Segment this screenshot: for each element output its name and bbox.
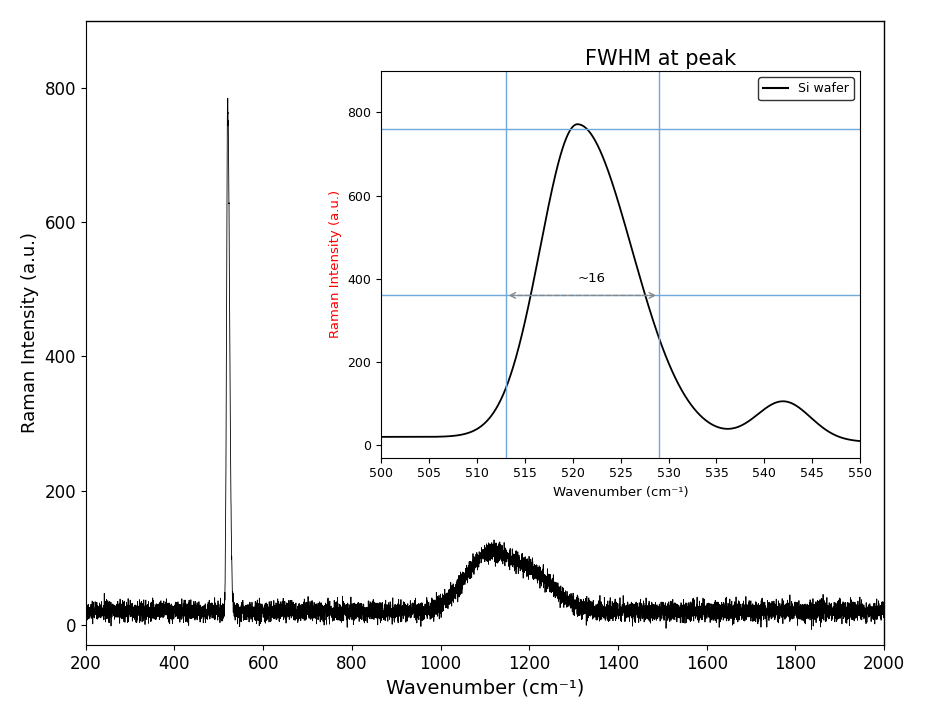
- X-axis label: Wavenumber (cm⁻¹): Wavenumber (cm⁻¹): [386, 679, 584, 697]
- Text: FWHM at peak: FWHM at peak: [585, 49, 736, 69]
- Y-axis label: Raman Intensity (a.u.): Raman Intensity (a.u.): [20, 233, 39, 434]
